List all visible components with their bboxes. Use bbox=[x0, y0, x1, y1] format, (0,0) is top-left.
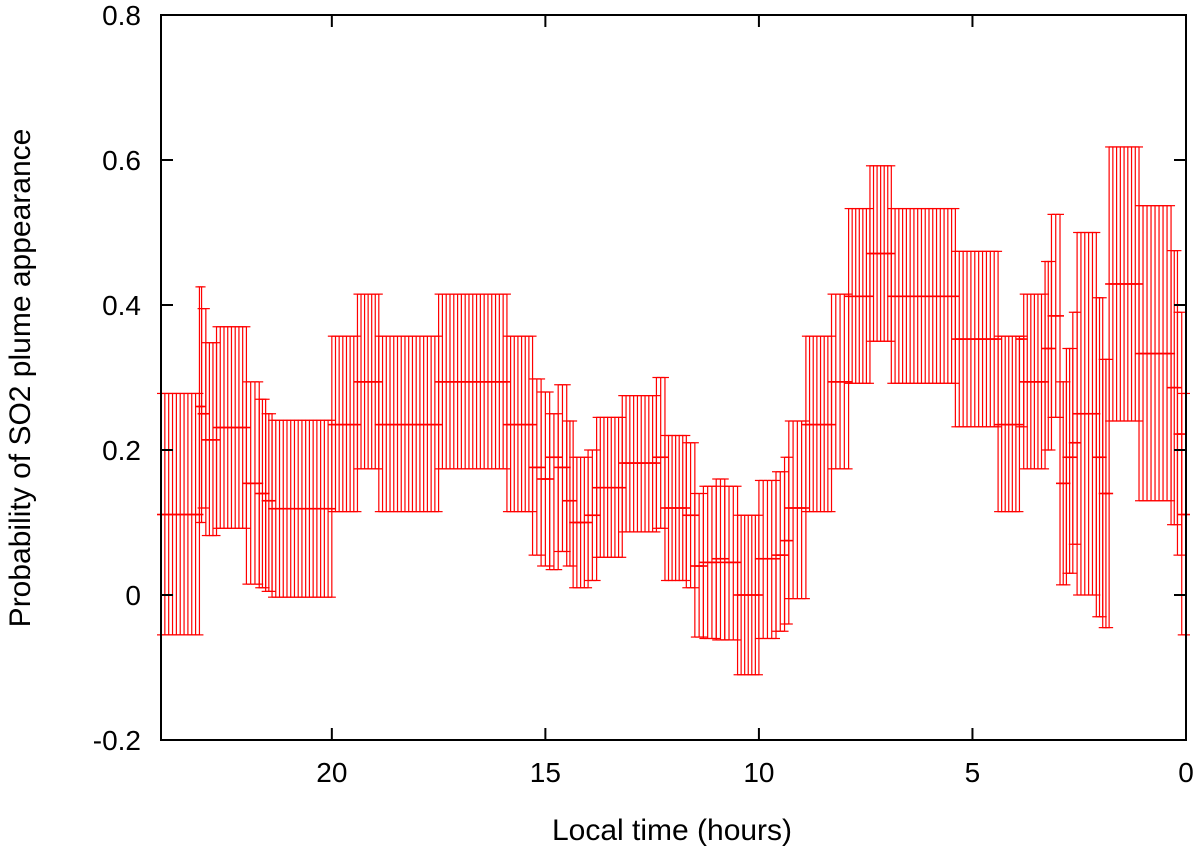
data-segment bbox=[733, 514, 763, 676]
data-segment bbox=[801, 335, 836, 513]
data-segment bbox=[1098, 358, 1114, 629]
data-segment bbox=[268, 419, 336, 598]
data-segment bbox=[374, 335, 443, 513]
data-segment bbox=[1056, 381, 1071, 586]
data-segment bbox=[618, 395, 661, 533]
data-segment bbox=[327, 335, 362, 513]
x-tick-label: 15 bbox=[530, 757, 561, 788]
data-segment bbox=[720, 485, 742, 641]
data-segment bbox=[545, 413, 563, 571]
data-segment bbox=[660, 434, 691, 582]
data-segment bbox=[1177, 392, 1190, 636]
axis-ticks: -0.2 0 0.2 0.4 0.6 0.8 20 15 10 5 0 bbox=[93, 0, 1194, 788]
data-segment bbox=[157, 392, 204, 636]
data-segment bbox=[865, 165, 896, 342]
y-tick-label: 0.4 bbox=[102, 290, 141, 321]
plot-frame bbox=[160, 14, 1187, 741]
y-tick-label: 0.2 bbox=[102, 435, 141, 466]
data-segment bbox=[212, 326, 251, 529]
data-segment bbox=[1041, 260, 1056, 451]
data-segment bbox=[712, 478, 729, 641]
data-segment bbox=[502, 335, 537, 513]
data-segment bbox=[242, 381, 264, 585]
x-tick-label: 5 bbox=[965, 757, 981, 788]
data-segment bbox=[827, 293, 853, 470]
x-tick-label: 10 bbox=[743, 757, 774, 788]
data-segment bbox=[201, 342, 221, 537]
data-segment bbox=[195, 286, 206, 524]
data-layer bbox=[157, 146, 1190, 676]
data-segment bbox=[887, 207, 960, 384]
data-segment bbox=[261, 413, 277, 592]
data-segment bbox=[434, 293, 511, 470]
data-segment bbox=[772, 471, 789, 632]
y-tick-label: 0 bbox=[125, 580, 141, 611]
data-segment bbox=[537, 391, 554, 567]
data-segment bbox=[592, 416, 627, 558]
data-segment bbox=[652, 376, 669, 529]
data-segment bbox=[255, 398, 270, 589]
data-segment bbox=[353, 293, 383, 470]
y-tick-label: 0.6 bbox=[102, 145, 141, 176]
data-segment bbox=[1092, 297, 1107, 618]
x-tick-label: 20 bbox=[316, 757, 347, 788]
data-segment bbox=[1173, 311, 1186, 556]
data-segment bbox=[699, 485, 721, 640]
data-segment bbox=[1167, 250, 1182, 526]
x-axis-label: Local time (hours) bbox=[552, 814, 792, 847]
y-axis-label: Probability of SO2 plume appearance bbox=[4, 129, 37, 628]
data-segment bbox=[951, 250, 1003, 428]
data-segment bbox=[554, 384, 571, 553]
data-segment bbox=[1047, 213, 1065, 418]
x-tick-label: 0 bbox=[1178, 757, 1194, 788]
data-segment bbox=[1135, 205, 1176, 502]
y-tick-label: -0.2 bbox=[93, 725, 141, 756]
data-segment bbox=[1068, 311, 1082, 545]
data-segment bbox=[528, 378, 546, 556]
data-segment bbox=[562, 420, 578, 567]
data-segment bbox=[584, 449, 601, 582]
data-segment bbox=[1105, 146, 1144, 422]
y-tick-label: 0.8 bbox=[102, 0, 141, 31]
